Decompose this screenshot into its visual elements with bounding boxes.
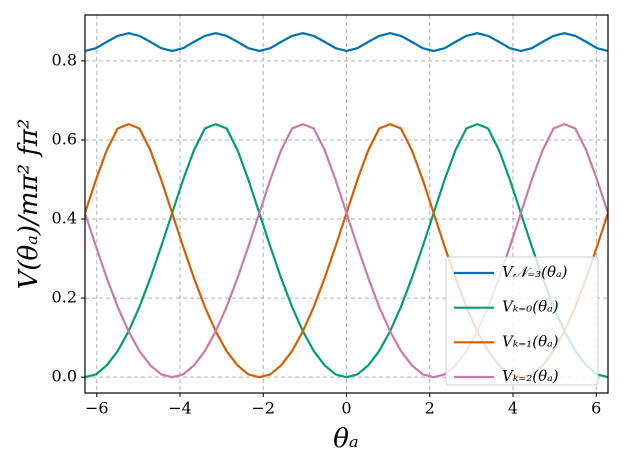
series-line [85, 122, 608, 379]
legend-box [445, 256, 599, 386]
x-tick-label: 2 [425, 399, 435, 418]
legend-label: V𝒩₌₃(θₐ) [502, 263, 568, 281]
y-tick-label: 0.0 [52, 367, 77, 386]
x-tick-label: 6 [591, 399, 601, 418]
y-axis-label: V(θₐ)/mπ² fπ² [14, 119, 44, 290]
x-axis-label: θₐ [333, 424, 358, 454]
plot-frame [84, 14, 609, 394]
y-tick-label: 0.4 [52, 209, 77, 228]
x-tick-label: −2 [251, 399, 275, 418]
y-tick-label: 0.8 [52, 50, 77, 69]
legend-label: Vₖ₌₀(θₐ) [502, 298, 559, 316]
legend-label: Vₖ₌₁(θₐ) [502, 332, 559, 350]
y-tick-label: 0.6 [52, 129, 77, 148]
x-tick-label: 0 [341, 399, 351, 418]
x-tick-label: 4 [508, 399, 518, 418]
series-line [85, 32, 608, 53]
y-tick-label: 0.2 [52, 288, 77, 307]
legend-label: Vₖ₌₂(θₐ) [502, 367, 559, 385]
x-tick-label: −4 [168, 399, 192, 418]
x-tick-label: −6 [85, 399, 109, 418]
